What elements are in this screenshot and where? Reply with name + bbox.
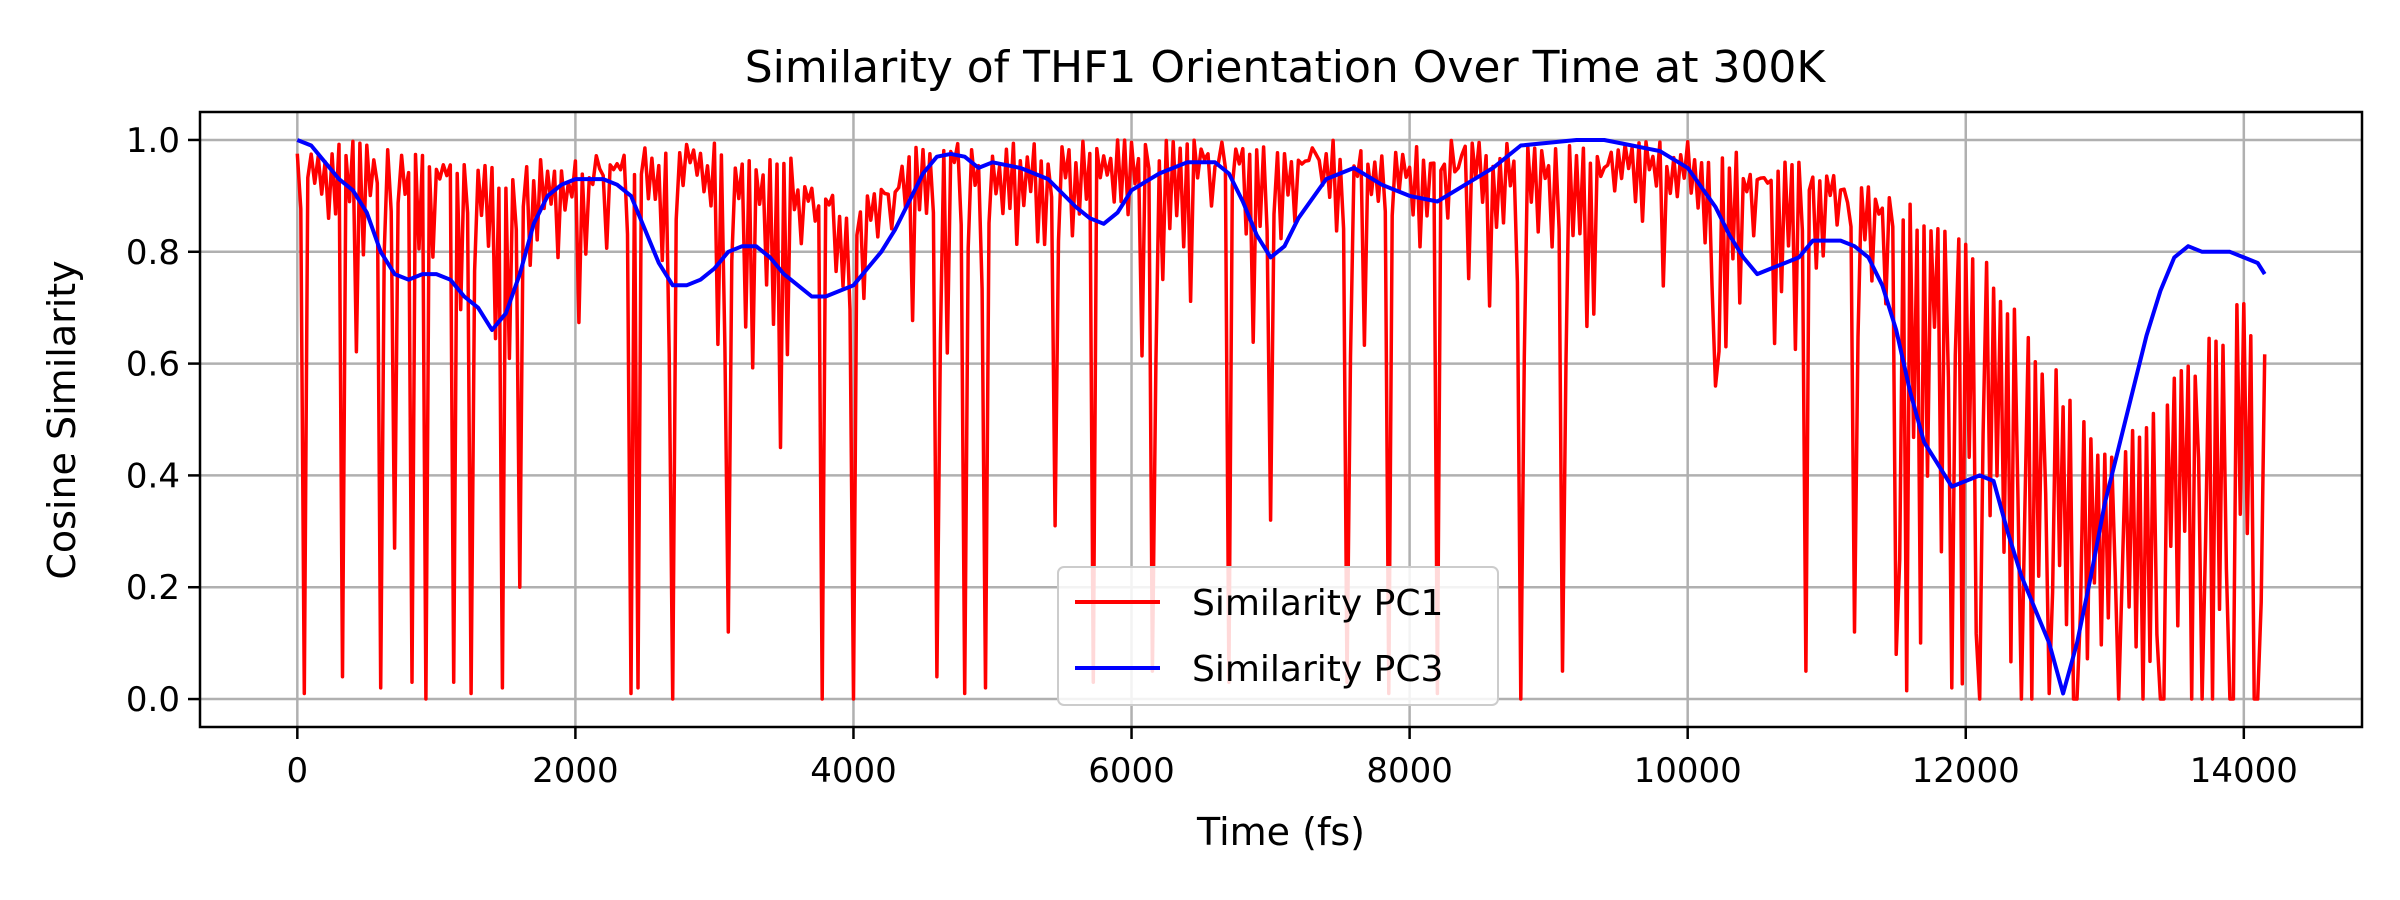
x-tick-label: 10000 (1634, 751, 1742, 791)
axis-ticks: 0 2000 4000 6000 8000 10000 12000 14000 0.0 0.2 0.… (126, 121, 2298, 791)
series-line-pc3 (296, 138, 2267, 696)
grid (200, 112, 2362, 727)
legend: Similarity PC1 Similarity PC3 (1057, 566, 1499, 706)
y-tick-label: 0.2 (126, 568, 180, 608)
x-axis-label: Time (fs) (1196, 810, 1365, 854)
series-line-pc1 (295, 138, 2267, 701)
x-tick-label: 14000 (2190, 751, 2298, 791)
y-tick-label: 0.6 (126, 345, 180, 385)
plot-frame (198, 110, 2364, 729)
x-tick-label: 6000 (1088, 751, 1175, 791)
plot-area (295, 138, 2267, 701)
y-tick-label: 1.0 (126, 121, 180, 161)
chart-title: Similarity of THF1 Orientation Over Time… (745, 42, 1827, 93)
x-tick-label: 2000 (532, 751, 619, 791)
x-tick-label: 8000 (1366, 751, 1453, 791)
legend-box (1057, 566, 1499, 706)
y-tick-label: 0.0 (126, 680, 180, 720)
y-tick-label: 0.8 (126, 233, 180, 273)
legend-label-pc3: Similarity PC3 (1192, 649, 1443, 690)
x-tick-label: 4000 (810, 751, 897, 791)
y-tick-label: 0.4 (126, 456, 180, 496)
y-axis-label: Cosine Similarity (40, 260, 84, 579)
x-tick-label: 12000 (1912, 751, 2020, 791)
legend-label-pc1: Similarity PC1 (1192, 583, 1443, 624)
x-tick-label: 0 (287, 751, 309, 791)
